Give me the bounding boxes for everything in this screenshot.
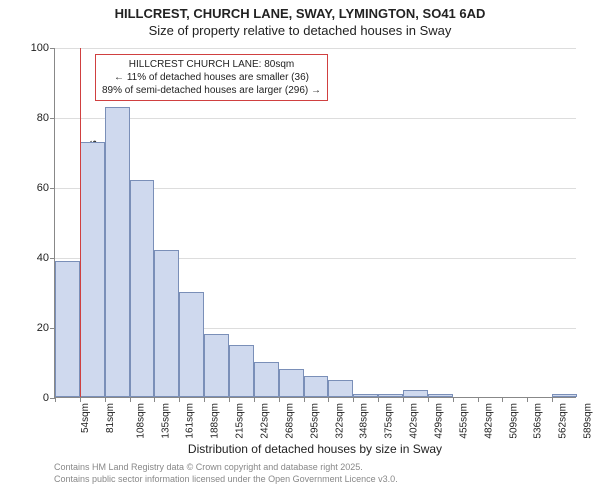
xtick-mark (130, 397, 131, 402)
histogram-bar (428, 394, 453, 398)
xtick-label: 268sqm (284, 403, 295, 439)
histogram-bar (279, 369, 304, 397)
annotation-line-2: ← 11% of detached houses are smaller (36… (102, 71, 321, 84)
footer-line-2: Contains public sector information licen… (54, 474, 398, 486)
histogram-bar (304, 376, 329, 397)
xtick-label: 348sqm (359, 403, 370, 439)
annotation-line-3: 89% of semi-detached houses are larger (… (102, 84, 321, 97)
xtick-mark (154, 397, 155, 402)
chart-container: HILLCREST, CHURCH LANE, SWAY, LYMINGTON,… (0, 0, 600, 500)
xtick-mark (279, 397, 280, 402)
xtick-mark (204, 397, 205, 402)
xtick-label: 322sqm (334, 403, 345, 439)
reference-line (80, 48, 81, 397)
histogram-bar (204, 334, 229, 397)
footer-attribution: Contains HM Land Registry data © Crown c… (54, 462, 398, 485)
xtick-label: 295sqm (309, 403, 320, 439)
xtick-mark (254, 397, 255, 402)
xtick-label: 482sqm (483, 403, 494, 439)
footer-line-1: Contains HM Land Registry data © Crown c… (54, 462, 398, 474)
histogram-bar (328, 380, 353, 398)
xtick-label: 402sqm (409, 403, 420, 439)
xtick-label: 161sqm (185, 403, 196, 439)
gridline (55, 48, 576, 49)
histogram-bar (130, 180, 155, 397)
xtick-label: 242sqm (260, 403, 271, 439)
page-title: HILLCREST, CHURCH LANE, SWAY, LYMINGTON,… (0, 0, 600, 21)
xtick-mark (328, 397, 329, 402)
xtick-label: 589sqm (583, 403, 594, 439)
plot-region: HILLCREST CHURCH LANE: 80sqm ← 11% of de… (54, 48, 576, 398)
page-subtitle: Size of property relative to detached ho… (0, 21, 600, 42)
xtick-mark (478, 397, 479, 402)
xtick-mark (552, 397, 553, 402)
xtick-label: 135sqm (160, 403, 171, 439)
xtick-mark (527, 397, 528, 402)
xtick-mark (229, 397, 230, 402)
histogram-bar (105, 107, 130, 398)
histogram-bar (154, 250, 179, 397)
xtick-mark (105, 397, 106, 402)
histogram-bar (403, 390, 428, 397)
annotation-box: HILLCREST CHURCH LANE: 80sqm ← 11% of de… (95, 54, 328, 101)
xtick-mark (428, 397, 429, 402)
xtick-mark (502, 397, 503, 402)
xtick-mark (55, 397, 56, 402)
xtick-mark (453, 397, 454, 402)
chart-area: HILLCREST CHURCH LANE: 80sqm ← 11% of de… (54, 48, 576, 398)
xtick-label: 375sqm (384, 403, 395, 439)
histogram-bar (179, 292, 204, 397)
gridline (55, 118, 576, 119)
histogram-bar (55, 261, 80, 398)
xtick-mark (378, 397, 379, 402)
xtick-label: 81sqm (105, 403, 116, 433)
xtick-label: 215sqm (235, 403, 246, 439)
xtick-mark (353, 397, 354, 402)
xtick-label: 562sqm (558, 403, 569, 439)
histogram-bar (229, 345, 254, 398)
xtick-mark (179, 397, 180, 402)
histogram-bar (80, 142, 105, 398)
xtick-label: 108sqm (135, 403, 146, 439)
xtick-label: 188sqm (210, 403, 221, 439)
x-axis-label: Distribution of detached houses by size … (54, 442, 576, 456)
histogram-bar (254, 362, 279, 397)
xtick-label: 429sqm (434, 403, 445, 439)
histogram-bar (353, 394, 378, 398)
xtick-mark (304, 397, 305, 402)
xtick-label: 536sqm (533, 403, 544, 439)
annotation-line-1: HILLCREST CHURCH LANE: 80sqm (102, 58, 321, 71)
histogram-bar (552, 394, 577, 398)
histogram-bar (378, 394, 403, 398)
xtick-mark (80, 397, 81, 402)
xtick-label: 54sqm (80, 403, 91, 433)
xtick-label: 455sqm (458, 403, 469, 439)
xtick-label: 509sqm (508, 403, 519, 439)
xtick-mark (403, 397, 404, 402)
